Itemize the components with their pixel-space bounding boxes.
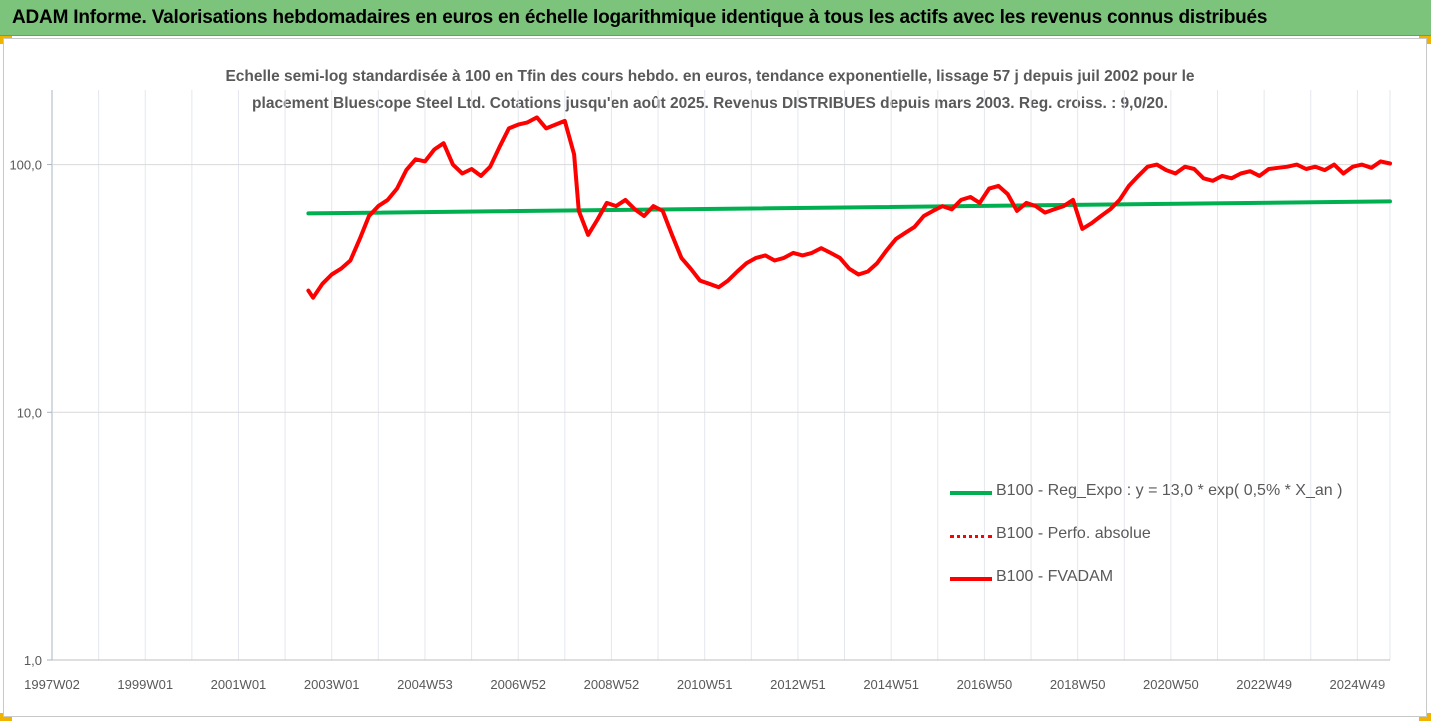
x-tick-label: 1999W01 <box>117 677 173 692</box>
y-tick-label: 10,0 <box>17 405 42 420</box>
series-line-regression <box>306 199 1392 216</box>
corner-mark <box>1419 713 1431 721</box>
legend-label: B100 - Reg_Expo : y = 13,0 * exp( 0,5% *… <box>996 482 1343 499</box>
legend-swatch-perfo-absolue <box>950 535 992 538</box>
x-tick-label: 2024W49 <box>1330 677 1386 692</box>
x-tick-label: 1997W02 <box>24 677 80 692</box>
x-tick-label: 2018W50 <box>1050 677 1106 692</box>
x-tick-label: 2010W51 <box>677 677 733 692</box>
page-title: ADAM Informe. Valorisations hebdomadaire… <box>12 7 1268 28</box>
x-tick-label: 2022W49 <box>1236 677 1292 692</box>
chart-area <box>3 38 1427 717</box>
legend-swatch-fvadam <box>950 577 992 581</box>
x-tick-label: 2014W51 <box>863 677 919 692</box>
corner-mark <box>0 713 12 721</box>
legend-swatch-regression <box>950 491 992 495</box>
legend-label: B100 - FVADAM <box>996 568 1114 585</box>
x-tick-label: 2012W51 <box>770 677 826 692</box>
legend-label: B100 - Perfo. absolue <box>996 525 1151 542</box>
x-tick-label: 2004W53 <box>397 677 453 692</box>
x-tick-label: 2020W50 <box>1143 677 1199 692</box>
y-tick-label: 100,0 <box>9 158 42 173</box>
x-tick-label: 2003W01 <box>304 677 360 692</box>
x-tick-label: 2016W50 <box>957 677 1013 692</box>
x-tick-label: 2006W52 <box>490 677 546 692</box>
series-line-fvadam <box>306 115 1392 300</box>
y-tick-label: 1,0 <box>24 653 42 668</box>
chart-title-line-2: placement Bluescope Steel Ltd. Cotations… <box>252 95 1168 112</box>
chart-title: Echelle semi-log standardisée à 100 en T… <box>180 63 1240 117</box>
chart-title-line-1: Echelle semi-log standardisée à 100 en T… <box>225 68 1195 85</box>
x-tick-label: 2008W52 <box>584 677 640 692</box>
x-tick-label: 2001W01 <box>211 677 267 692</box>
title-bar: ADAM Informe. Valorisations hebdomadaire… <box>0 0 1431 36</box>
